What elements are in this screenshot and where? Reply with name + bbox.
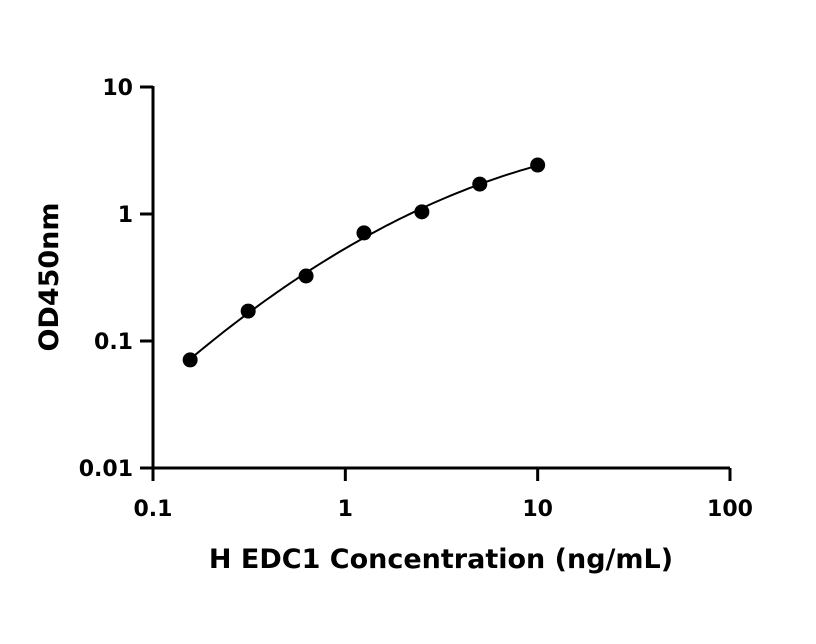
- data-point: [472, 176, 488, 192]
- x-tick-label: 100: [707, 497, 753, 522]
- data-points: [182, 157, 546, 368]
- x-tick-label: 1: [338, 497, 353, 522]
- y-tick-label: 0.1: [94, 330, 133, 355]
- y-tick-label: 1: [118, 203, 133, 228]
- fit-curve: [189, 164, 538, 360]
- x-axis-label: H EDC1 Concentration (ng/mL): [209, 544, 673, 575]
- x-tick-label: 0.1: [134, 497, 173, 522]
- data-point: [182, 352, 198, 368]
- data-point: [530, 157, 546, 173]
- data-point: [414, 204, 430, 220]
- data-point: [298, 268, 314, 284]
- y-tick-label: 0.01: [79, 457, 133, 482]
- data-point: [240, 303, 256, 319]
- x-tick-label: 10: [522, 497, 553, 522]
- y-axis-label: OD450nm: [34, 202, 65, 351]
- y-tick-label: 10: [102, 76, 133, 101]
- data-point: [356, 225, 372, 241]
